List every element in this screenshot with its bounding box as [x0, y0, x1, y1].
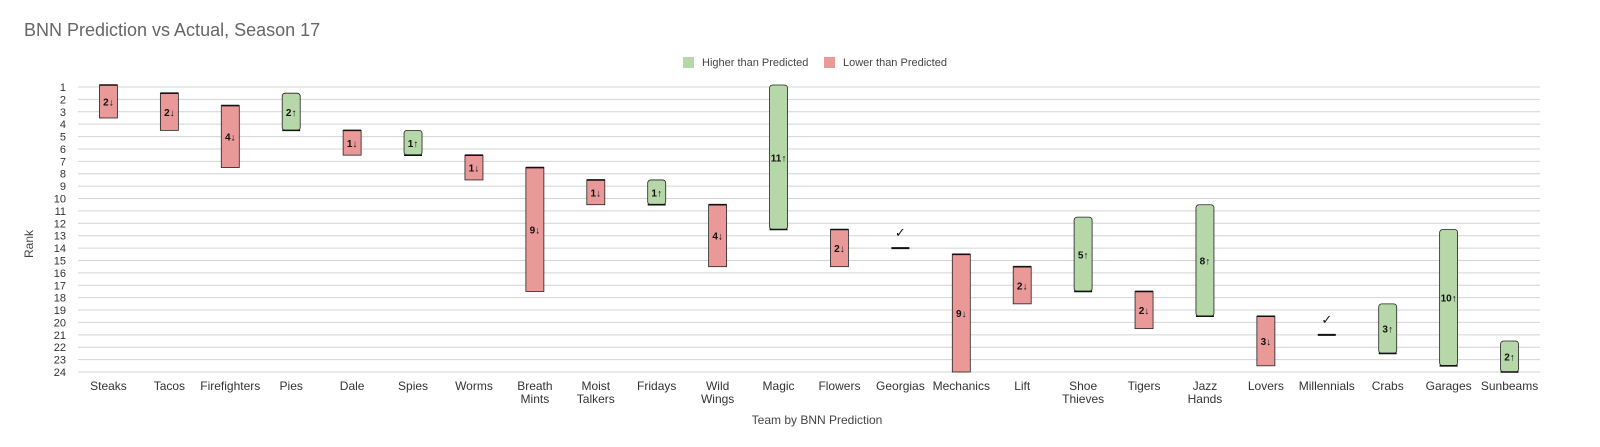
- x-tick-label: Mechanics: [933, 379, 990, 393]
- y-tick-label: 3: [60, 107, 66, 119]
- legend-swatch-higher: [683, 57, 694, 68]
- x-tick-label: Dale: [340, 379, 365, 393]
- bar-label: 9↓: [530, 226, 541, 237]
- x-tick-label: Millennials: [1299, 379, 1355, 393]
- x-tick-label: Georgias: [876, 379, 925, 393]
- x-tick-label: Wild Wings: [701, 379, 734, 406]
- bar-label: 1↓: [347, 139, 358, 150]
- y-tick-label: 12: [54, 218, 66, 230]
- y-axis-label: Rank: [22, 229, 36, 258]
- bar-label: 11↑: [771, 153, 787, 164]
- bar-label: 1↓: [591, 188, 602, 199]
- y-tick-label: 14: [54, 243, 66, 255]
- bar-label: 2↓: [834, 244, 845, 255]
- y-tick-label: 8: [60, 169, 66, 181]
- x-tick-label: Tigers: [1128, 379, 1161, 393]
- x-tick-label: Steaks: [90, 379, 127, 393]
- bar-label: ✓: [1321, 312, 1332, 327]
- y-tick-label: 2: [60, 94, 66, 106]
- y-tick-label: 9: [60, 181, 66, 193]
- bar-label: 2↓: [1017, 281, 1028, 292]
- bar-label: 4↓: [712, 232, 723, 243]
- legend-swatch-lower: [824, 57, 835, 68]
- chart-title: BNN Prediction vs Actual, Season 17: [24, 20, 320, 40]
- y-tick-label: 20: [54, 317, 66, 329]
- x-axis-label: Team by BNN Prediction: [752, 413, 883, 427]
- bar-label: 3↑: [1382, 325, 1393, 336]
- y-tick-label: 21: [54, 330, 66, 342]
- x-tick-label: Crabs: [1372, 379, 1404, 393]
- y-tick-label: 19: [54, 305, 66, 317]
- y-tick-label: 17: [54, 280, 66, 292]
- bars: 2↓ 2↓ 4↓ 2↑ 1↓ 1↑ 1↓ 9↓ 1↓ 1↑ 4↓ 11↑ 2↓ ✓ 9↓ 2↓ 5↑ 2↓ 8↑ 3↓…: [99, 84, 1519, 373]
- grid-lines: [78, 86, 1540, 373]
- x-axis-ticks: Steaks Tacos Firefighters Pies Dale Spies Worm…: [90, 379, 1538, 406]
- x-tick-label: Magic: [763, 379, 795, 393]
- legend-label-lower: Lower than Predicted: [843, 57, 947, 69]
- x-tick-label: Sunbeams: [1481, 379, 1538, 393]
- x-tick-label: Firefighters: [200, 379, 260, 393]
- x-tick-label: Worms: [455, 379, 493, 393]
- bar-label: 2↑: [286, 108, 297, 119]
- x-tick-label: Pies: [280, 379, 303, 393]
- bar-label: 2↓: [164, 108, 175, 119]
- x-tick-label: Fridays: [637, 379, 676, 393]
- x-tick-label: Flowers: [818, 379, 860, 393]
- x-tick-label: Breath Mints: [517, 379, 552, 406]
- bar-label: 5↑: [1078, 250, 1089, 261]
- bar-label: 10↑: [1441, 294, 1457, 305]
- bar-label: 1↑: [408, 139, 419, 150]
- y-tick-label: 4: [60, 119, 66, 131]
- y-tick-label: 10: [54, 194, 66, 206]
- y-tick-label: 6: [60, 144, 66, 156]
- bar-label: ✓: [895, 225, 906, 240]
- y-tick-label: 15: [54, 255, 66, 267]
- bar-label: 2↓: [1139, 306, 1150, 317]
- legend-label-higher: Higher than Predicted: [702, 57, 808, 69]
- bar-label: 2↓: [103, 97, 114, 108]
- y-tick-label: 24: [54, 367, 66, 379]
- bar-label: 4↓: [225, 133, 236, 144]
- bar-label: 8↑: [1200, 256, 1211, 267]
- y-tick-label: 11: [55, 206, 66, 218]
- x-tick-label: Lovers: [1248, 379, 1284, 393]
- x-tick-label: Garages: [1426, 379, 1472, 393]
- bar-label: 3↓: [1261, 337, 1272, 348]
- y-tick-label: 22: [54, 342, 66, 354]
- x-tick-label: Jazz Hands: [1188, 379, 1223, 406]
- bar-label: 2↑: [1504, 353, 1515, 364]
- y-tick-label: 7: [60, 156, 66, 168]
- x-tick-label: Spies: [398, 379, 428, 393]
- x-tick-label: Shoe Thieves: [1062, 379, 1104, 406]
- bar-label: 1↑: [651, 188, 662, 199]
- x-tick-label: Tacos: [154, 379, 185, 393]
- bar-label: 1↓: [469, 164, 480, 175]
- x-tick-label: Lift: [1014, 379, 1031, 393]
- y-tick-label: 1: [60, 82, 66, 94]
- y-tick-label: 23: [54, 355, 66, 367]
- y-tick-label: 16: [54, 268, 66, 280]
- bar-label: 9↓: [956, 309, 967, 320]
- legend: Higher than Predicted Lower than Predict…: [683, 57, 947, 69]
- y-tick-label: 5: [60, 132, 66, 144]
- y-tick-label: 13: [54, 231, 66, 243]
- y-tick-label: 18: [54, 293, 66, 305]
- x-tick-label: Moist Talkers: [577, 379, 615, 406]
